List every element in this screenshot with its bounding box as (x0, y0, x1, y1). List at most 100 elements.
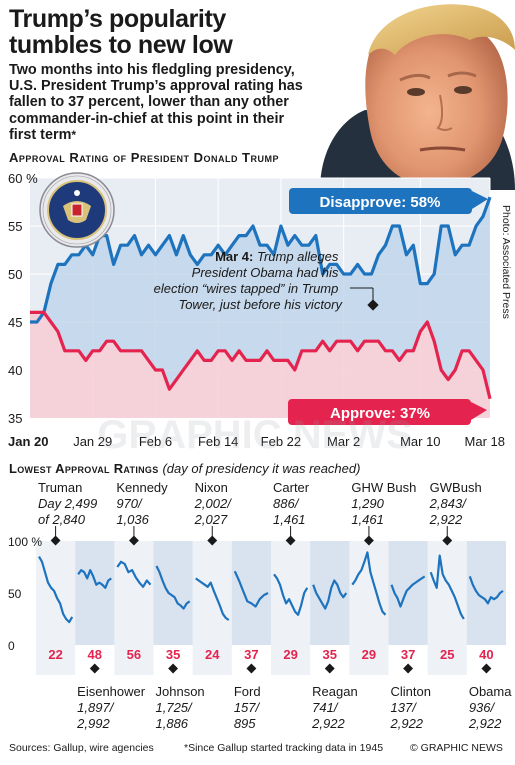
lowest-day-text: 2,922 (390, 716, 424, 731)
lowest-day-text: 2,027 (194, 512, 228, 527)
lowest-ratings-subtitle: (day of presidency it was reached) (162, 461, 361, 476)
lowest-value-label: 40 (479, 647, 493, 662)
president-rating-line (77, 569, 112, 589)
x-tick-label: Mar 2 (327, 434, 360, 449)
lowest-point-marker (442, 535, 453, 546)
x-tick-label: Mar 10 (400, 434, 440, 449)
watermark: GRAPHIC NEWS (97, 413, 413, 457)
sources-text: Sources: Gallup, wire agencies (9, 742, 154, 754)
lowest-day-text: 157/ (234, 700, 261, 715)
main-area-fills (30, 197, 490, 418)
lowest-day-text: 1,725/ (156, 700, 194, 715)
lowest-day-text: 1,461 (351, 512, 384, 527)
president-bands (36, 541, 506, 675)
lowest-day-text: 2,922 (468, 716, 502, 731)
lowest-point-marker (168, 663, 179, 674)
x-tick-label: Feb 22 (261, 434, 301, 449)
disapprove-callout: Disapprove: 58% (289, 188, 488, 214)
approve-callout-label: Approve: 37% (330, 405, 430, 422)
president-name: Nixon 2,002/2,027 (194, 480, 233, 527)
president-rating-line (155, 565, 191, 610)
presidential-seal-icon (39, 172, 115, 248)
y-tick-label: 0 (8, 639, 15, 653)
lowest-value-label: 37 (401, 647, 415, 662)
annotation-line: President Obama had his (192, 265, 339, 280)
lowest-day-text: 970/ (116, 496, 143, 511)
annotation-date: Mar 4: (215, 249, 257, 264)
y-tick-label: 50 (8, 267, 22, 282)
y-tick-label: 40 (8, 363, 22, 378)
lowest-point-marker (246, 663, 257, 674)
president-rating-line (312, 579, 348, 610)
president-name: GHW Bush 1,290 1,461 (351, 480, 416, 527)
annotation-line: Tower, just before his victory (178, 297, 343, 312)
lowest-value-label: 29 (283, 647, 297, 662)
president-name: Clinton 137/2,922 (390, 684, 431, 731)
lowest-value-label: 35 (166, 647, 180, 662)
president-rating-lines (38, 551, 504, 624)
president-rating-line (351, 551, 387, 616)
footnote-mark: * (71, 127, 77, 142)
president-name-text: Johnson (156, 684, 205, 699)
president-band (192, 541, 232, 675)
lowest-day-text: 137/ (391, 700, 418, 715)
president-rating-line (273, 573, 309, 616)
lowest-day-text: 895 (234, 716, 256, 731)
approve-area (30, 312, 490, 418)
lowest-value-label: 48 (88, 647, 102, 662)
president-name-text: Reagan (312, 684, 358, 699)
lowest-point-marker (481, 663, 492, 674)
lowest-day-text: 1,897/ (77, 700, 115, 715)
lowest-day-text: of 2,840 (38, 512, 86, 527)
y-tick-label: 55 (8, 219, 22, 234)
president-name-text: Eisenhower (77, 684, 146, 699)
lowest-point-markers (50, 526, 492, 674)
president-rating-line (195, 577, 230, 621)
president-rating-line (429, 554, 465, 620)
disapprove-callout-box (289, 188, 472, 214)
president-name-text: Obama (469, 684, 512, 699)
mar4-annotation: Mar 4: Trump alleges President Obama had… (154, 249, 379, 312)
approve-callout-box (288, 399, 471, 425)
main-x-ticks: Jan 20 Jan 29 Feb 6 Feb 14 Feb 22 Mar 2 Mar 10… (8, 434, 505, 449)
lowest-point-marker (324, 663, 335, 674)
president-name: Eisenhower 1,897/2,992 (76, 684, 146, 731)
president-name-text: Kennedy (116, 480, 168, 495)
lowest-day-text: Day 2,499 (38, 496, 97, 511)
lowest-day-text: 1,886 (156, 716, 189, 731)
lowest-point-marker (128, 535, 139, 546)
lowest-point-marker (363, 535, 374, 546)
lowest-day-text: 2,992 (76, 716, 110, 731)
lowest-point-marker (207, 535, 218, 546)
main-series-lines (30, 196, 492, 400)
lowest-point-marker (89, 663, 100, 674)
approve-line (30, 310, 492, 400)
lowest-day-text: 2,922 (311, 716, 345, 731)
lowest-day-text: 1,461 (273, 512, 306, 527)
president-name: GWBush 2,843/2,922 (429, 480, 482, 527)
approve-callout-pointer (471, 402, 487, 420)
president-rating-line (233, 570, 269, 608)
disapprove-line (30, 196, 492, 324)
mar4-marker (367, 299, 379, 311)
president-name-text: Carter (273, 480, 310, 495)
president-band (271, 541, 311, 675)
president-rating-line (38, 556, 74, 624)
lowest-day-text: 1,036 (116, 512, 149, 527)
lowest-day-text: 886/ (273, 496, 300, 511)
president-rating-line (116, 560, 152, 588)
president-name-text: GWBush (430, 480, 482, 495)
lowest-value-label: 29 (362, 647, 376, 662)
y-tick-label: 35 (8, 411, 22, 426)
x-tick-label: Jan 20 (8, 434, 48, 449)
lowest-value-label: 25 (440, 647, 454, 662)
president-name: Reagan 741/2,922 (311, 684, 358, 731)
y-tick-label: 50 (8, 587, 22, 601)
x-tick-label: Feb 6 (139, 434, 172, 449)
president-band (427, 541, 467, 675)
annotation-line: election “wires tapped” in Trump (154, 281, 339, 296)
lowest-day-text: 2,843/ (429, 496, 468, 511)
main-y-ticks: 35 40 45 50 55 60 % (8, 171, 38, 426)
photo-credit: Photo: Associated Press (500, 205, 512, 319)
annotation-line: Mar 4: Trump alleges (215, 249, 339, 264)
